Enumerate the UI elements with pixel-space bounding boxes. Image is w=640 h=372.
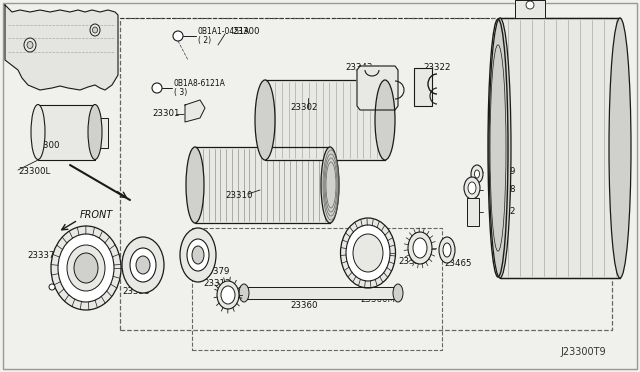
- Ellipse shape: [471, 165, 483, 183]
- Polygon shape: [5, 5, 118, 90]
- Ellipse shape: [464, 177, 480, 199]
- Ellipse shape: [180, 228, 216, 282]
- Polygon shape: [500, 18, 620, 278]
- Ellipse shape: [192, 246, 204, 264]
- Ellipse shape: [122, 237, 164, 293]
- Ellipse shape: [31, 105, 45, 160]
- Text: 23337A: 23337A: [27, 251, 60, 260]
- Ellipse shape: [27, 42, 33, 48]
- Ellipse shape: [468, 182, 476, 194]
- Polygon shape: [515, 0, 545, 18]
- Text: 23322: 23322: [423, 64, 451, 73]
- Ellipse shape: [408, 232, 432, 264]
- Text: 0B1A1-0451A: 0B1A1-0451A: [198, 26, 250, 35]
- Ellipse shape: [130, 248, 156, 282]
- Ellipse shape: [58, 234, 114, 302]
- Ellipse shape: [321, 147, 339, 223]
- Ellipse shape: [217, 281, 239, 309]
- Ellipse shape: [74, 253, 98, 283]
- Polygon shape: [195, 147, 330, 223]
- Polygon shape: [357, 66, 398, 110]
- Text: J23300T9: J23300T9: [560, 347, 605, 357]
- Bar: [192, 228, 442, 350]
- Ellipse shape: [439, 237, 455, 263]
- Bar: [467, 198, 479, 226]
- Ellipse shape: [413, 238, 427, 258]
- Ellipse shape: [443, 243, 451, 257]
- Ellipse shape: [187, 239, 209, 271]
- Bar: [414, 68, 432, 106]
- Text: 23379: 23379: [202, 267, 229, 276]
- Text: 23337: 23337: [80, 295, 108, 305]
- Ellipse shape: [24, 38, 36, 52]
- Text: ( 3): ( 3): [174, 89, 188, 97]
- Ellipse shape: [93, 27, 97, 33]
- Text: 23338: 23338: [122, 288, 150, 296]
- Polygon shape: [185, 100, 205, 122]
- Text: 23319: 23319: [488, 167, 515, 176]
- Ellipse shape: [526, 1, 534, 9]
- Ellipse shape: [353, 234, 383, 272]
- Bar: [120, 18, 612, 330]
- Ellipse shape: [375, 80, 395, 160]
- Text: 23300: 23300: [232, 28, 259, 36]
- Text: 0: 0: [155, 86, 159, 90]
- Polygon shape: [38, 105, 95, 160]
- Ellipse shape: [609, 18, 631, 278]
- Ellipse shape: [221, 286, 235, 304]
- Ellipse shape: [49, 284, 55, 290]
- Ellipse shape: [88, 105, 102, 160]
- Text: 23300: 23300: [32, 141, 60, 150]
- Ellipse shape: [255, 80, 275, 160]
- Ellipse shape: [346, 225, 390, 281]
- Ellipse shape: [489, 18, 511, 278]
- Text: 23343: 23343: [345, 64, 372, 73]
- Text: 23302: 23302: [290, 103, 317, 112]
- Text: 23318: 23318: [488, 186, 515, 195]
- Text: 23360: 23360: [290, 301, 317, 311]
- Ellipse shape: [239, 284, 249, 302]
- Ellipse shape: [186, 147, 204, 223]
- Text: 23360M: 23360M: [360, 295, 395, 305]
- Text: 23312: 23312: [488, 208, 515, 217]
- Text: ( 2): ( 2): [198, 36, 211, 45]
- Ellipse shape: [393, 284, 403, 302]
- Text: 0B1A8-6121A: 0B1A8-6121A: [174, 78, 226, 87]
- Ellipse shape: [173, 31, 183, 41]
- Text: 23310: 23310: [225, 190, 253, 199]
- Ellipse shape: [340, 218, 396, 288]
- Ellipse shape: [90, 24, 100, 36]
- Text: 23465: 23465: [444, 259, 472, 267]
- Text: 23301: 23301: [152, 109, 179, 119]
- Text: 23354: 23354: [398, 257, 426, 266]
- Ellipse shape: [136, 256, 150, 274]
- Ellipse shape: [474, 170, 479, 178]
- Text: B: B: [175, 33, 180, 39]
- Text: 23313: 23313: [203, 279, 230, 288]
- Text: FRONT: FRONT: [80, 210, 113, 220]
- Polygon shape: [242, 287, 400, 299]
- Ellipse shape: [51, 226, 121, 310]
- Ellipse shape: [152, 83, 162, 93]
- Ellipse shape: [67, 245, 105, 291]
- Polygon shape: [95, 118, 108, 148]
- Text: 23300L: 23300L: [18, 167, 51, 176]
- Polygon shape: [265, 80, 385, 160]
